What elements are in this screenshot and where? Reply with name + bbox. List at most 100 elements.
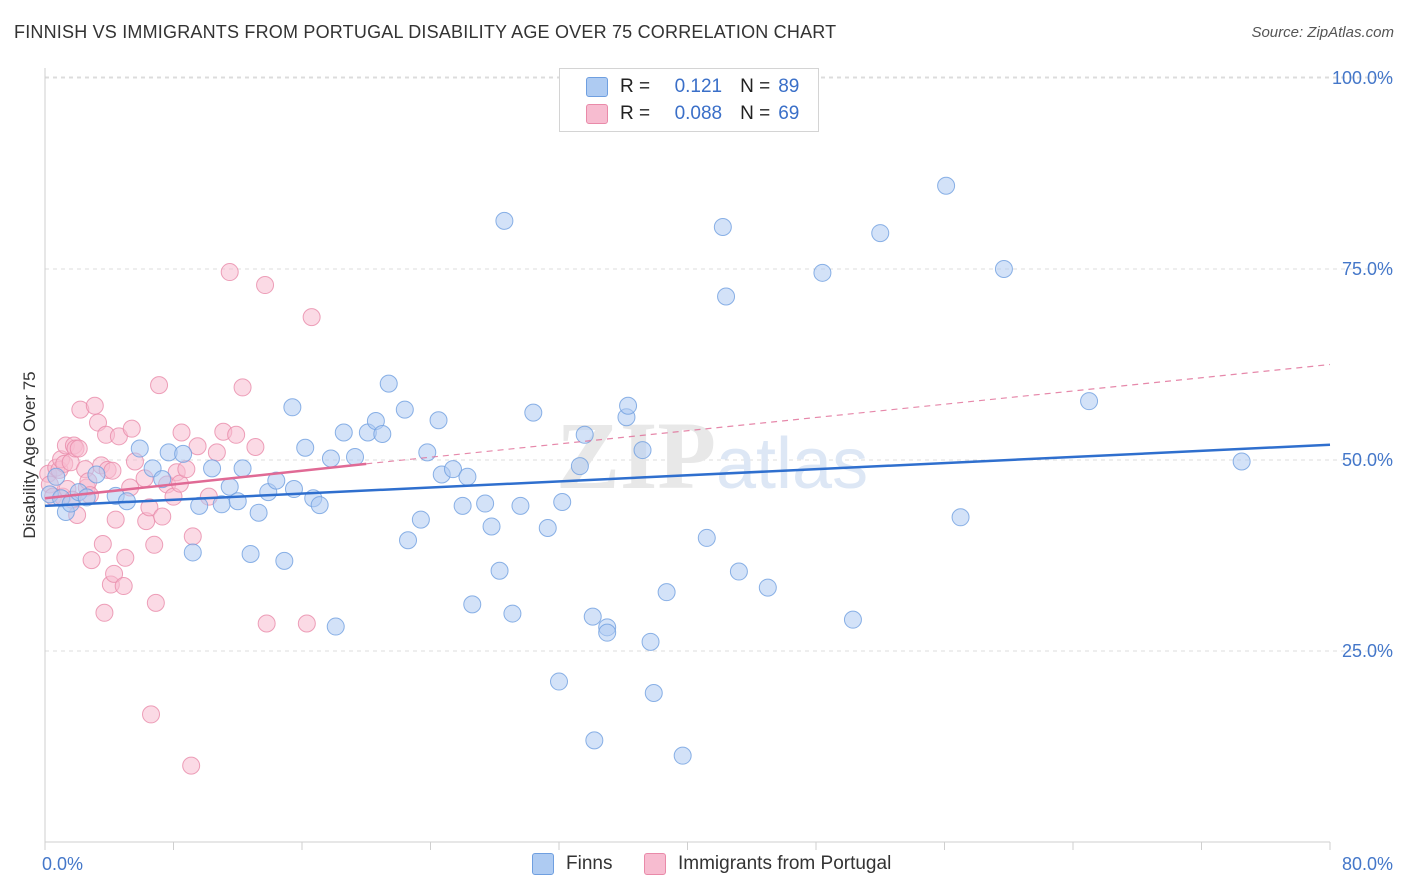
trend-line-portugal-extended	[366, 363, 1331, 465]
data-point	[326, 617, 345, 636]
source-label: Source: ZipAtlas.com	[1251, 24, 1394, 41]
data-point	[296, 438, 315, 457]
data-point	[399, 531, 418, 550]
data-point	[951, 508, 970, 527]
data-point	[575, 425, 594, 444]
data-point	[463, 595, 482, 614]
data-point	[227, 425, 246, 444]
data-point	[207, 443, 226, 462]
data-point	[267, 471, 286, 490]
data-point	[453, 496, 472, 515]
legend-r-value: 0.121	[674, 76, 723, 97]
data-point	[570, 457, 589, 476]
data-point	[697, 528, 716, 547]
legend-n-label: N =	[740, 76, 771, 97]
data-point	[146, 593, 165, 612]
data-point	[1232, 452, 1251, 471]
data-point	[172, 423, 191, 442]
data-point	[418, 443, 437, 462]
data-point	[220, 263, 239, 282]
y-tick-label: 25.0%	[1342, 641, 1393, 661]
legend-n-label: N =	[740, 103, 771, 124]
data-point	[813, 263, 832, 282]
data-point	[511, 496, 530, 515]
y-tick-label: 75.0%	[1342, 259, 1393, 279]
legend-swatch-finns	[586, 77, 608, 97]
data-point	[203, 459, 222, 478]
data-point	[458, 467, 477, 486]
data-point	[321, 449, 340, 468]
data-point	[334, 423, 353, 442]
y-tick-label: 50.0%	[1342, 450, 1393, 470]
x-tick-label: 0.0%	[42, 854, 83, 874]
data-point	[249, 503, 268, 522]
data-point	[644, 684, 663, 703]
data-point	[256, 276, 275, 295]
legend-n-value: 89	[778, 76, 800, 97]
data-point	[177, 460, 196, 479]
data-point	[373, 425, 392, 444]
data-point	[553, 493, 572, 512]
data-point	[114, 577, 133, 596]
data-point	[476, 494, 495, 513]
data-point	[758, 578, 777, 597]
data-point	[93, 535, 112, 554]
data-point	[297, 614, 316, 633]
y-axis-label: Disability Age Over 75	[20, 371, 39, 538]
bottom-legend-label: Finns	[566, 853, 613, 874]
data-point	[183, 527, 202, 546]
data-point	[182, 756, 201, 775]
data-point	[103, 461, 122, 480]
data-point	[633, 441, 652, 460]
data-point	[150, 376, 169, 395]
data-point	[142, 705, 161, 724]
data-point	[188, 437, 207, 456]
data-point	[524, 403, 543, 422]
data-point	[503, 604, 522, 623]
data-point	[241, 544, 260, 563]
data-point	[550, 672, 568, 691]
legend-n-value: 69	[778, 103, 800, 124]
trend-line-portugal	[44, 462, 367, 500]
legend-row-finns: R = 0.121 N = 89	[586, 75, 799, 99]
legend-r-value: 0.088	[674, 103, 723, 124]
series-portugal-points	[39, 263, 321, 775]
legend: R = 0.121 N = 89 R = 0.088 N = 69	[559, 68, 819, 132]
data-point	[130, 439, 149, 458]
data-point	[657, 583, 676, 602]
data-point	[490, 561, 509, 580]
bottom-legend-label: Immigrants from Portugal	[678, 853, 892, 874]
data-point	[116, 548, 135, 567]
data-point	[82, 551, 101, 570]
data-point	[85, 396, 104, 415]
data-point	[122, 419, 141, 438]
data-point	[233, 378, 252, 397]
trend-line-finns	[44, 443, 1331, 508]
data-point	[429, 411, 448, 430]
data-point	[495, 211, 514, 230]
data-point	[538, 518, 557, 537]
data-point	[994, 260, 1013, 278]
data-point	[1080, 392, 1099, 411]
data-point	[153, 470, 172, 489]
data-point	[619, 396, 638, 415]
y-tick-label: 100.0%	[1332, 68, 1393, 88]
data-point	[673, 746, 692, 765]
legend-row-portugal: R = 0.088 N = 69	[586, 102, 799, 126]
legend-r-label: R =	[620, 103, 651, 124]
data-point	[583, 607, 602, 626]
data-point	[47, 467, 66, 486]
data-point	[257, 614, 276, 633]
data-point	[641, 632, 660, 651]
data-point	[174, 444, 193, 463]
data-point	[482, 517, 501, 536]
legend-swatch-portugal	[586, 104, 608, 124]
data-point	[246, 438, 265, 457]
data-point	[729, 562, 748, 581]
x-tick-label: 80.0%	[1342, 854, 1393, 874]
bottom-legend-portugal: Immigrants from Portugal	[644, 851, 891, 877]
data-point	[140, 498, 159, 517]
data-point	[302, 308, 321, 327]
data-point	[598, 623, 617, 642]
data-point	[843, 610, 862, 629]
